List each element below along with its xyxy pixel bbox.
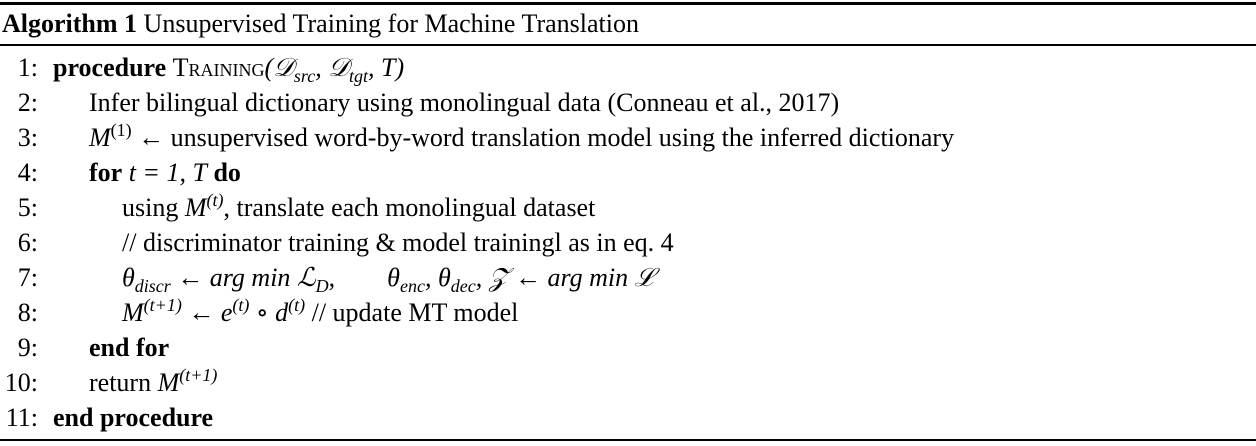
algorithm-line: 3: M(1) ← unsupervised word-by-word tran…	[0, 120, 1256, 155]
math-subscript: D	[315, 276, 329, 296]
math: t = 1, T	[128, 158, 207, 187]
line-content: for t = 1, T do	[89, 155, 241, 190]
math: M	[184, 193, 207, 222]
math: M	[122, 298, 144, 327]
math-subscript: src	[293, 66, 316, 86]
algorithm-title: Unsupervised Training for Machine Transl…	[143, 9, 639, 38]
line-number: 2:	[17, 88, 38, 117]
math-subscript: dec	[450, 276, 476, 296]
algorithm-line: 1: procedure Training(𝒟src, 𝒟tgt, T)	[0, 50, 1256, 85]
math: ← e	[181, 298, 233, 327]
math: ← arg min ℒ	[170, 263, 316, 292]
math-superscript: (t+1)	[143, 295, 182, 315]
keyword: do	[213, 158, 241, 187]
algorithm-label: Algorithm 1	[2, 9, 138, 38]
algorithm-lines: 1: procedure Training(𝒟src, 𝒟tgt, T) 2: …	[0, 50, 1256, 435]
algorithm-line: 6: // discriminator training & model tra…	[0, 225, 1256, 260]
keyword: end procedure	[53, 403, 214, 432]
math: , 𝒵 ← arg min ℒ	[475, 263, 654, 292]
math-superscript: (t)	[232, 295, 250, 315]
line-text: ← unsupervised word-by-word translation …	[131, 123, 955, 152]
line-content: θdiscr ← arg min ℒD, θenc, θdec, 𝒵 ← arg…	[122, 260, 654, 295]
line-number: 1:	[17, 53, 38, 82]
algorithm-caption: Algorithm 1 Unsupervised Training for Ma…	[2, 9, 639, 39]
bottom-rule	[0, 439, 1256, 441]
line-content: using M(t), translate each monolingual d…	[122, 190, 595, 225]
math-subscript: tgt	[349, 66, 369, 86]
line-text: return	[89, 368, 158, 397]
procedure-name: Training	[172, 53, 265, 82]
line-number: 5:	[17, 193, 38, 222]
math: , T)	[368, 53, 405, 82]
line-text: Infer bilingual dictionary using monolin…	[89, 88, 840, 117]
line-number: 7:	[17, 263, 38, 292]
math-superscript: (t+1)	[179, 365, 218, 385]
math-subscript: enc	[399, 276, 425, 296]
math: (𝒟	[264, 53, 294, 82]
math: , θ	[328, 263, 400, 292]
line-number: 9:	[17, 333, 38, 362]
keyword: end for	[89, 333, 170, 362]
line-number: 11:	[5, 403, 38, 432]
line-text: // update MT model	[305, 298, 519, 327]
keyword: for	[89, 158, 123, 187]
math-superscript: (t)	[288, 295, 306, 315]
line-content: M(1) ← unsupervised word-by-word transla…	[89, 120, 954, 155]
line-content: return M(t+1)	[89, 365, 217, 400]
top-rule	[0, 2, 1256, 5]
line-text: , translate each monolingual dataset	[223, 193, 596, 222]
line-number: 4:	[17, 158, 38, 187]
math: M	[89, 123, 111, 152]
math-superscript: (1)	[110, 120, 132, 140]
line-number: 6:	[17, 228, 38, 257]
caption-rule	[0, 44, 1256, 46]
algorithm-line: 7: θdiscr ← arg min ℒD, θenc, θdec, 𝒵 ← …	[0, 260, 1256, 295]
line-content: procedure Training(𝒟src, 𝒟tgt, T)	[53, 50, 404, 85]
math: , θ	[424, 263, 451, 292]
line-number: 8:	[17, 298, 38, 327]
algorithm-line: 2: Infer bilingual dictionary using mono…	[0, 85, 1256, 120]
math: ∘ d	[249, 298, 289, 327]
math: M	[157, 368, 180, 397]
line-number: 10:	[4, 368, 38, 397]
math: , 𝒟	[315, 53, 350, 82]
algorithm-line: 4: for t = 1, T do	[0, 155, 1256, 190]
keyword: procedure	[53, 53, 167, 82]
math-superscript: (t)	[206, 190, 224, 210]
line-content: M(t+1) ← e(t) ∘ d(t) // update MT model	[122, 295, 518, 330]
algorithm-line: 10: return M(t+1)	[0, 365, 1256, 400]
line-text: using	[122, 193, 185, 222]
math-subscript: discr	[134, 276, 171, 296]
algorithm-line: 5: using M(t), translate each monolingua…	[0, 190, 1256, 225]
algorithm-line: 8: M(t+1) ← e(t) ∘ d(t) // update MT mod…	[0, 295, 1256, 330]
math: θ	[122, 263, 135, 292]
algorithm-line: 9: end for	[0, 330, 1256, 365]
line-text: // discriminator training & model traini…	[122, 228, 674, 257]
line-number: 3:	[17, 123, 38, 152]
algorithm-line: 11: end procedure	[0, 400, 1256, 435]
